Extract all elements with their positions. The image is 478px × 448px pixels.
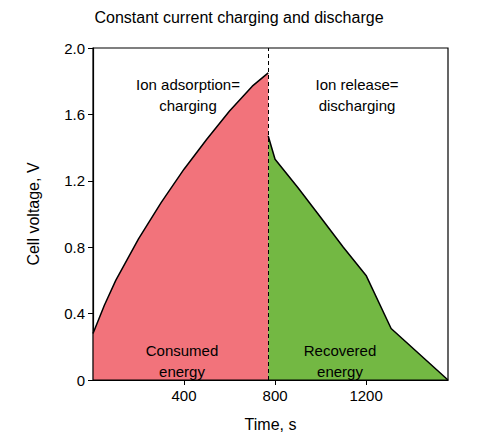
svg-text:0.8: 0.8 <box>64 239 85 256</box>
svg-text:Time, s: Time, s <box>245 416 297 433</box>
svg-text:discharging: discharging <box>319 97 396 114</box>
svg-text:Ion release=: Ion release= <box>316 76 399 93</box>
svg-text:1.2: 1.2 <box>64 172 85 189</box>
svg-text:1.6: 1.6 <box>64 106 85 123</box>
svg-text:Consumed: Consumed <box>146 342 219 359</box>
svg-text:0: 0 <box>77 372 85 389</box>
svg-text:Recovered: Recovered <box>304 342 377 359</box>
svg-text:1200: 1200 <box>349 387 382 404</box>
svg-text:0.4: 0.4 <box>64 305 85 322</box>
svg-text:energy: energy <box>159 363 205 380</box>
svg-text:Ion adsorption=: Ion adsorption= <box>136 76 240 93</box>
svg-text:800: 800 <box>263 387 288 404</box>
svg-text:2.0: 2.0 <box>64 40 85 57</box>
svg-text:energy: energy <box>317 363 363 380</box>
svg-text:Constant current charging and: Constant current charging and discharge <box>94 9 383 26</box>
svg-text:400: 400 <box>172 387 197 404</box>
svg-text:Cell voltage, V: Cell voltage, V <box>25 162 42 265</box>
svg-text:charging: charging <box>159 97 217 114</box>
